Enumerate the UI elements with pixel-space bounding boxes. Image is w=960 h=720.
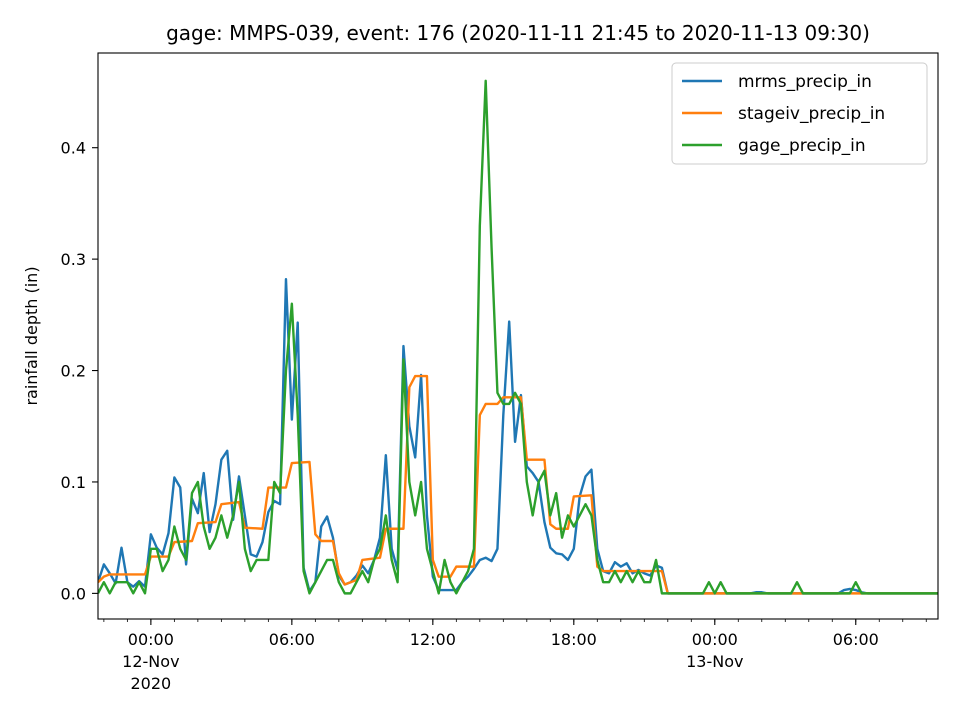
- x-tick-label: 12:00: [410, 630, 456, 649]
- y-tick-label: 0.1: [61, 473, 86, 492]
- y-axis-label: rainfall depth (in): [22, 266, 41, 405]
- legend-label: mrms_precip_in: [738, 72, 872, 92]
- series-line-stageiv-precip-in: [98, 374, 938, 595]
- x-axis: 00:00 12-Nov 2020 06:00 12:00 18:00 00:00 13-No…: [103, 619, 927, 693]
- plot-frame: [97, 52, 939, 620]
- legend-box: [671, 62, 928, 165]
- y-tick-label: 0.0: [61, 584, 86, 603]
- x-tick-label: 00:00: [128, 630, 174, 649]
- chart-title: gage: MMPS-039, event: 176 (2020-11-11 2…: [166, 21, 870, 45]
- x-tick-label: 06:00: [269, 630, 315, 649]
- y-axis: 0.0 0.1 0.2 0.3 0.4: [61, 139, 98, 603]
- x-tick-label: 18:00: [551, 630, 597, 649]
- y-tick-label: 0.4: [61, 139, 86, 158]
- x-tick-label: 06:00: [833, 630, 879, 649]
- x-tick-label: 2020: [131, 674, 172, 693]
- plot-area: [97, 52, 939, 620]
- x-tick-label: 00:00: [692, 630, 738, 649]
- y-tick-label: 0.2: [61, 362, 86, 381]
- legend-label: gage_precip_in: [738, 136, 866, 156]
- legend: mrms_precip_in stageiv_precip_in gage_prec…: [671, 62, 928, 165]
- series-line-gage-precip-in: [98, 79, 938, 595]
- x-tick-label: 13-Nov: [686, 652, 743, 671]
- y-tick-label: 0.3: [61, 250, 86, 269]
- x-tick-label: 12-Nov: [122, 652, 179, 671]
- legend-label: stageiv_precip_in: [738, 104, 885, 124]
